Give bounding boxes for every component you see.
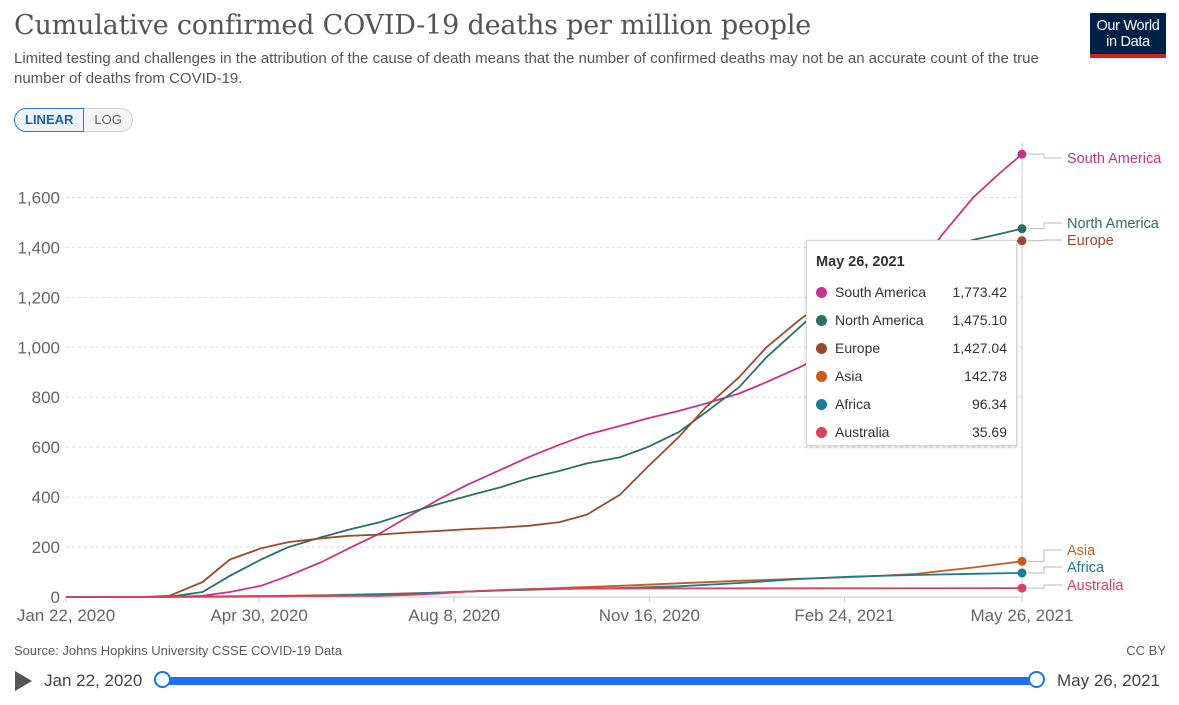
owid-logo[interactable]: Our World in Data bbox=[1090, 13, 1166, 58]
y-tick-label: 1,000 bbox=[17, 338, 60, 357]
series-endpoint bbox=[1017, 556, 1027, 566]
tooltip-date: May 26, 2021 bbox=[816, 254, 905, 270]
x-tick-label: Feb 24, 2021 bbox=[794, 606, 894, 625]
logo-line-1: Our World bbox=[1096, 18, 1160, 34]
chart-title: Cumulative confirmed COVID-19 deaths per… bbox=[14, 10, 812, 41]
y-tick-label: 0 bbox=[51, 588, 60, 607]
x-tick-label: Aug 8, 2020 bbox=[408, 606, 500, 625]
chart-subtitle: Limited testing and challenges in the at… bbox=[14, 50, 1039, 87]
source-note: Source: Johns Hopkins University CSSE CO… bbox=[14, 643, 343, 658]
timeline-track[interactable] bbox=[160, 677, 1038, 685]
license-link[interactable]: CC BY bbox=[1126, 643, 1166, 658]
x-tick-label: Jan 22, 2020 bbox=[17, 606, 115, 625]
label-connector bbox=[1028, 584, 1062, 589]
series-label: South America bbox=[1067, 151, 1162, 167]
tooltip-series-name: Africa bbox=[835, 396, 871, 412]
series-label: Asia bbox=[1067, 543, 1096, 559]
tooltip-row: Australia 35.69 bbox=[816, 418, 1007, 446]
y-tick-label: 800 bbox=[32, 388, 60, 407]
tooltip-row: Africa 96.34 bbox=[816, 390, 1007, 418]
scale-toggle: LINEAR LOG bbox=[14, 108, 133, 132]
y-tick-label: 1,200 bbox=[17, 288, 60, 307]
x-tick-label: Nov 16, 2020 bbox=[599, 606, 700, 625]
series-endpoint bbox=[1017, 149, 1027, 159]
tooltip-series-value: 35.69 bbox=[971, 424, 1007, 440]
tooltip-series-name: South America bbox=[835, 284, 927, 300]
series-endpoint bbox=[1017, 224, 1027, 234]
legend-dot-icon bbox=[816, 286, 827, 298]
series-line-australia bbox=[65, 587, 1023, 598]
tooltip-series-value: 142.78 bbox=[964, 368, 1007, 384]
y-tick-label: 1,400 bbox=[17, 238, 60, 257]
y-tick-label: 1,600 bbox=[17, 188, 60, 207]
timeline-start-label: Jan 22, 2020 bbox=[44, 671, 143, 690]
logo-line-2: in Data bbox=[1106, 34, 1150, 50]
series-label: Europe bbox=[1067, 233, 1114, 249]
legend-dot-icon bbox=[816, 426, 827, 438]
tooltip-row: Europe 1,427.04 bbox=[816, 334, 1007, 362]
tooltip-series-name: Asia bbox=[835, 368, 863, 384]
timeline-start-handle[interactable] bbox=[154, 671, 171, 688]
tooltip-row: South America 1,773.42 bbox=[816, 278, 1007, 306]
timeline: Jan 22, 2020 May 26, 2021 bbox=[0, 660, 1179, 705]
log-scale-button[interactable]: LOG bbox=[84, 108, 133, 132]
legend-dot-icon bbox=[816, 314, 827, 326]
series-label: Australia bbox=[1067, 578, 1124, 594]
legend-dot-icon bbox=[816, 342, 827, 354]
y-tick-label: 600 bbox=[32, 438, 60, 457]
series-line-asia bbox=[65, 560, 1023, 598]
tooltip-row: North America 1,475.10 bbox=[816, 306, 1007, 334]
series-endpoint bbox=[1017, 568, 1027, 578]
tooltip-series-value: 1,773.42 bbox=[952, 284, 1008, 300]
timeline-end-label: May 26, 2021 bbox=[1057, 671, 1161, 690]
tooltip-series-value: 1,427.04 bbox=[952, 340, 1008, 356]
tooltip-row: Asia 142.78 bbox=[816, 362, 1007, 390]
tooltip-series-name: North America bbox=[835, 312, 924, 328]
legend-dot-icon bbox=[816, 370, 827, 382]
label-connector bbox=[1028, 549, 1062, 562]
label-connector bbox=[1028, 222, 1062, 230]
tooltip-series-name: Australia bbox=[835, 424, 890, 440]
series-label: Africa bbox=[1067, 560, 1105, 576]
tooltip-series-value: 1,475.10 bbox=[952, 312, 1008, 328]
tooltip-series-name: Europe bbox=[835, 340, 881, 356]
y-tick-label: 200 bbox=[32, 538, 60, 557]
timeline-end-handle[interactable] bbox=[1028, 671, 1045, 688]
play-icon[interactable] bbox=[15, 671, 32, 691]
label-connector bbox=[1028, 566, 1062, 574]
linear-scale-button[interactable]: LINEAR bbox=[14, 108, 85, 132]
series-label: North America bbox=[1067, 216, 1160, 232]
legend-dot-icon bbox=[816, 398, 827, 410]
series-endpoint bbox=[1017, 236, 1027, 246]
x-tick-label: Apr 30, 2020 bbox=[210, 606, 307, 625]
line-chart[interactable]: 0 200 400 600 800 1,000 1,200 1,400 1,600 Jan 22,… bbox=[0, 0, 1179, 640]
y-tick-label: 400 bbox=[32, 488, 60, 507]
series-endpoint bbox=[1017, 583, 1027, 593]
label-connector bbox=[1028, 153, 1062, 159]
tooltip-series-value: 96.34 bbox=[971, 396, 1007, 412]
label-connector bbox=[1028, 239, 1062, 242]
x-tick-label: May 26, 2021 bbox=[970, 606, 1073, 625]
hover-tooltip: May 26, 2021 South America 1,773.42 North … bbox=[806, 240, 1017, 446]
